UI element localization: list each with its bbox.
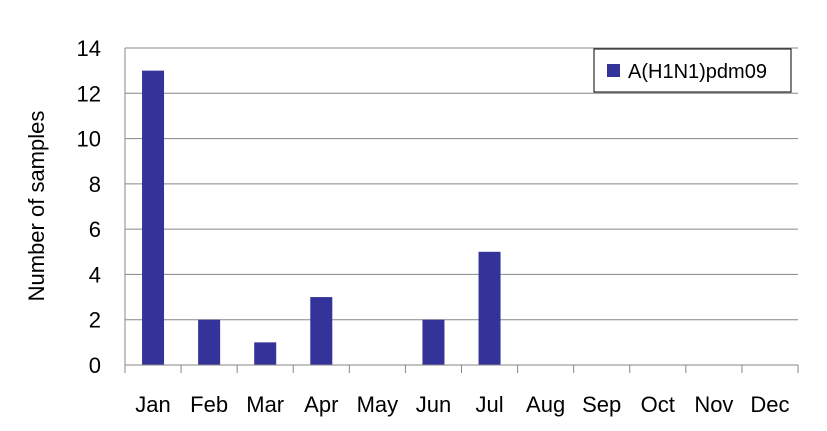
x-tick-label: May <box>357 392 399 417</box>
x-tick-label: Aug <box>526 392 565 417</box>
x-tick-label: Nov <box>694 392 733 417</box>
x-tick-labels: Jan Feb Mar Apr May Jun Jul Aug Sep Oct Nov Dec <box>135 392 789 417</box>
x-tick-label: Jun <box>416 392 451 417</box>
y-tick-label: 12 <box>77 81 101 106</box>
bar-feb <box>198 319 221 365</box>
axes <box>124 48 799 373</box>
y-tick-label: 6 <box>89 217 101 242</box>
grid-lines <box>125 47 798 366</box>
y-tick-label: 14 <box>77 36 101 61</box>
x-tick-label: Apr <box>304 392 338 417</box>
bar-apr <box>310 297 333 365</box>
y-tick-label: 10 <box>77 127 101 152</box>
bar-mar <box>254 342 277 365</box>
legend-swatch <box>607 64 620 77</box>
x-tick-label: Sep <box>582 392 621 417</box>
y-tick-label: 4 <box>89 262 101 287</box>
bar-jan <box>142 70 165 366</box>
y-tick-labels: 0 2 4 6 8 10 12 14 <box>77 36 101 378</box>
x-tick-label: Dec <box>750 392 789 417</box>
x-tick-label: Jan <box>135 392 170 417</box>
bars <box>142 70 501 366</box>
legend: A(H1N1)pdm09 <box>593 48 792 93</box>
y-tick-label: 2 <box>89 308 101 333</box>
y-axis-title: Number of samples <box>24 111 49 302</box>
x-tick-label: Jul <box>475 392 503 417</box>
legend-label: A(H1N1)pdm09 <box>628 61 767 83</box>
bar-jul <box>478 251 501 365</box>
legend-box <box>593 48 792 93</box>
x-tick-label: Oct <box>641 392 675 417</box>
y-tick-label: 0 <box>89 353 101 378</box>
bar-jun <box>422 319 445 365</box>
y-tick-label: 8 <box>89 172 101 197</box>
x-tick-label: Mar <box>246 392 284 417</box>
x-tick-label: Feb <box>190 392 228 417</box>
